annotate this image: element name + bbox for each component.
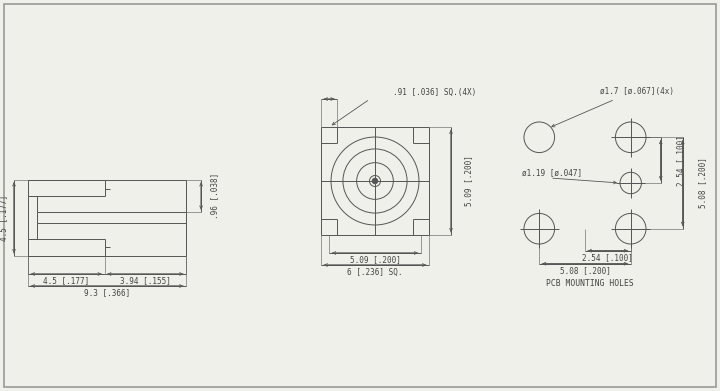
Text: 5.08 [.200]: 5.08 [.200] [698,158,707,208]
Circle shape [372,178,378,184]
Text: ø1.7 [ø.067](4x): ø1.7 [ø.067](4x) [600,87,674,96]
Text: 2.54 [.100]: 2.54 [.100] [582,253,634,262]
Text: 5.09 [.200]: 5.09 [.200] [464,156,474,206]
Text: ø1.19 [ø.047]: ø1.19 [ø.047] [522,169,582,178]
Text: 4.5 [.177]: 4.5 [.177] [43,276,89,285]
Text: 5.08 [.200]: 5.08 [.200] [559,266,611,275]
Text: 4.5 [.177]: 4.5 [.177] [0,195,9,241]
Text: 2.54 [.100]: 2.54 [.100] [676,135,685,186]
Text: 5.09 [.200]: 5.09 [.200] [350,255,400,264]
Text: 6 [.236] SQ.: 6 [.236] SQ. [347,267,402,276]
Text: 3.94 [.155]: 3.94 [.155] [120,276,171,285]
Text: 9.3 [.366]: 9.3 [.366] [84,289,130,298]
Text: .91 [.036] SQ.(4X): .91 [.036] SQ.(4X) [393,88,476,97]
Text: .96 [.038]: .96 [.038] [211,173,220,219]
Text: PCB MOUNTING HOLES: PCB MOUNTING HOLES [546,279,634,288]
